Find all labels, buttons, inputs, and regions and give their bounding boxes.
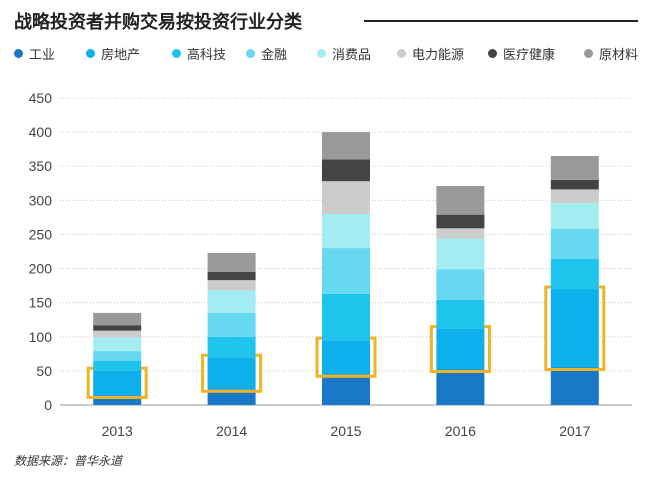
bar-segment <box>436 269 485 300</box>
source-note: 数据来源：普华永道 <box>14 454 123 468</box>
y-tick-label: 400 <box>29 124 53 140</box>
legend-swatch <box>317 49 326 58</box>
legend-item: 消费品 <box>317 44 371 63</box>
legend-label: 医疗健康 <box>503 48 556 63</box>
legend: 工业 房地产 高科技 金融 消费品 电力能源 医疗健康 原材料 <box>14 44 644 64</box>
bar-segment <box>93 370 142 396</box>
bar-segment <box>322 248 370 294</box>
bar-segment <box>93 325 142 331</box>
y-tick-label: 100 <box>29 329 53 345</box>
legend-label: 工业 <box>29 48 56 63</box>
x-tick-label: 2016 <box>445 423 476 439</box>
bar-segment <box>207 389 256 405</box>
bar-segment <box>322 340 370 375</box>
legend-item: 金融 <box>246 44 287 63</box>
legend-label: 高科技 <box>187 48 227 63</box>
bar-segment <box>550 289 599 368</box>
y-tick-label: 50 <box>36 363 52 379</box>
legend-swatch <box>172 49 181 58</box>
bar-segment <box>93 360 142 371</box>
bar-segment <box>550 259 599 290</box>
bar-segment <box>322 293 370 341</box>
bar-segment <box>436 186 485 215</box>
legend-item: 原材料 <box>584 44 638 63</box>
x-tick-label: 2017 <box>559 423 590 439</box>
stacked-bar-chart: 0 50 100 150 200 250 300 350 400 450 2013 2014 2015 2… <box>29 90 632 439</box>
bar-segment <box>322 213 370 249</box>
legend-item: 房地产 <box>86 44 140 63</box>
bar-segment <box>436 228 485 239</box>
chart-title: 战略投资者并购交易按投资行业分类 <box>14 12 302 33</box>
y-tick-label: 450 <box>29 90 53 106</box>
bar-segment <box>436 369 485 405</box>
legend-swatch <box>86 49 95 58</box>
bar-segment <box>436 238 485 270</box>
legend-swatch <box>584 49 593 58</box>
bar-segment <box>550 189 599 204</box>
legend-label: 房地产 <box>101 48 141 63</box>
legend-item: 高科技 <box>172 44 226 63</box>
legend-item: 电力能源 <box>397 44 464 63</box>
legend-swatch <box>488 49 497 58</box>
bar-segment <box>550 179 599 190</box>
bar-segment <box>550 203 599 229</box>
y-tick-label: 200 <box>29 261 53 277</box>
title-divider <box>364 20 638 22</box>
bar-segment <box>436 214 485 229</box>
bar-segment <box>207 271 256 281</box>
bar-segment <box>322 181 370 214</box>
legend-swatch <box>397 49 406 58</box>
y-tick-label: 350 <box>29 158 53 174</box>
bar-segment <box>207 357 256 390</box>
y-tick-label: 300 <box>29 192 53 208</box>
bar-segment <box>550 228 599 260</box>
bar-segment <box>207 312 256 337</box>
bar-segment <box>436 299 485 329</box>
legend-label: 金融 <box>261 48 288 63</box>
legend-label: 原材料 <box>599 48 639 63</box>
x-tick-label: 2015 <box>330 423 361 439</box>
bar-segment <box>436 328 485 370</box>
bar-segment <box>93 395 142 405</box>
legend-label: 电力能源 <box>412 48 465 63</box>
bar-segment <box>93 351 142 361</box>
legend-swatch <box>246 49 255 58</box>
title-row: 战略投资者并购交易按投资行业分类 <box>14 8 638 33</box>
bar-segment <box>207 336 256 358</box>
legend-item: 工业 <box>14 44 55 63</box>
bar-segment <box>93 312 142 326</box>
bar-segment <box>93 337 142 352</box>
bar-segment <box>207 290 256 313</box>
bar-segment <box>322 374 370 405</box>
legend-swatch <box>14 49 23 58</box>
x-tick-label: 2013 <box>102 423 133 439</box>
y-tick-label: 0 <box>44 397 52 413</box>
legend-label: 消费品 <box>332 48 372 63</box>
bar-segment <box>550 155 599 180</box>
bar-segment <box>550 367 599 405</box>
y-tick-label: 250 <box>29 226 53 242</box>
bar-segment <box>207 252 256 272</box>
bar-segment <box>322 159 370 182</box>
y-tick-label: 150 <box>29 295 53 311</box>
bar-segment <box>207 280 256 291</box>
x-tick-label: 2014 <box>216 423 247 439</box>
legend-item: 医疗健康 <box>488 44 555 63</box>
bar-segment <box>322 132 370 160</box>
bar-segment <box>93 330 142 338</box>
